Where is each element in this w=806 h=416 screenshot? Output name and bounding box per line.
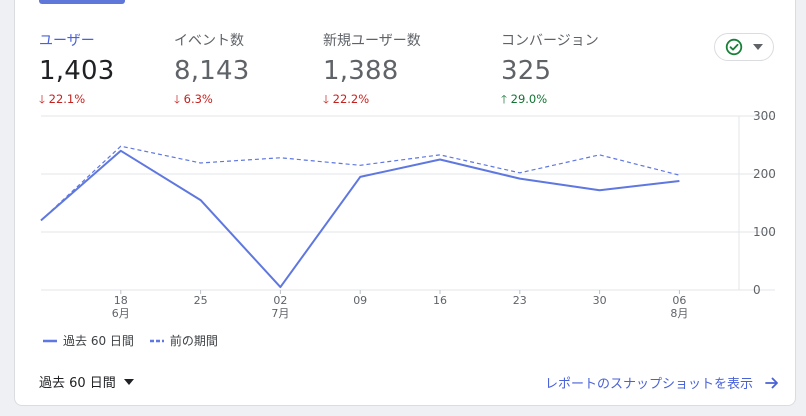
x-month-label: 7月 xyxy=(271,307,289,320)
legend-item-current: 過去 60 日間 xyxy=(43,332,134,349)
date-range-dropdown[interactable]: 過去 60 日間 xyxy=(39,372,134,391)
compare-toggle-button[interactable] xyxy=(714,33,774,61)
x-tick-label: 30 xyxy=(593,294,607,307)
metric-tab-conversions[interactable]: コンバージョン 325 🡑 29.0% xyxy=(501,30,599,111)
snapshot-link-label: レポートのスナップショットを表示 xyxy=(544,377,753,392)
metric-tab-users[interactable]: ユーザー 1,403 🡓 22.1% xyxy=(39,30,114,111)
arrow-down-icon: 🡓 xyxy=(39,92,45,106)
arrow-right-icon xyxy=(765,377,778,388)
metric-label: 新規ユーザー数 xyxy=(323,33,421,49)
metric-tab-events[interactable]: イベント数 8,143 🡓 6.3% xyxy=(174,30,249,111)
metric-delta: 🡓 6.3% xyxy=(174,92,213,106)
y-tick-label: 0 xyxy=(753,283,761,297)
metric-tab-new-users[interactable]: 新規ユーザー数 1,388 🡓 22.2% xyxy=(323,30,421,111)
caret-down-icon xyxy=(123,378,134,385)
overview-card: ユーザー 1,403 🡓 22.1% イベント数 8,143 🡓 6.3% 新規… xyxy=(14,0,796,406)
x-month-label: 6月 xyxy=(112,307,130,320)
arrow-down-icon: 🡓 xyxy=(323,92,329,106)
x-tick-label: 02 xyxy=(273,294,287,307)
x-tick-label: 23 xyxy=(513,294,527,307)
view-snapshot-link[interactable]: レポートのスナップショットを表示 xyxy=(545,373,779,392)
solid-line-swatch xyxy=(43,339,57,342)
metric-label: ユーザー xyxy=(39,33,95,49)
metric-delta: 🡓 22.2% xyxy=(323,92,370,106)
metric-delta: 🡑 29.0% xyxy=(501,92,548,106)
metric-label: コンバージョン xyxy=(501,33,599,49)
x-tick-label: 06 xyxy=(672,294,686,307)
x-tick-label: 09 xyxy=(353,294,367,307)
y-tick-label: 200 xyxy=(753,167,776,181)
y-tick-label: 100 xyxy=(753,225,776,239)
metric-label: イベント数 xyxy=(174,33,244,49)
series-line-last-60-days xyxy=(40,149,680,289)
x-tick-label: 16 xyxy=(433,294,447,307)
metric-value: 8,143 xyxy=(174,56,250,86)
metric-value: 1,388 xyxy=(323,56,399,86)
y-tick-label: 300 xyxy=(753,109,776,123)
x-tick-label: 25 xyxy=(194,294,208,307)
legend-item-previous: 前の期間 xyxy=(149,332,218,349)
dashed-line-swatch xyxy=(149,339,164,342)
caret-down-icon xyxy=(753,44,763,50)
arrow-up-icon: 🡑 xyxy=(501,92,507,106)
check-circle-icon xyxy=(725,38,743,56)
x-tick-label: 18 xyxy=(114,294,128,307)
x-month-label: 8月 xyxy=(670,307,688,320)
series-line-previous-period xyxy=(40,145,680,221)
active-tab-indicator xyxy=(39,0,125,4)
metric-value: 1,403 xyxy=(39,56,115,86)
metric-delta: 🡓 22.1% xyxy=(39,92,86,106)
chart-legend: 過去 60 日間 前の期間 xyxy=(43,332,218,349)
metric-value: 325 xyxy=(501,56,552,86)
arrow-down-icon: 🡓 xyxy=(174,92,180,106)
date-range-label: 過去 60 日間 xyxy=(39,376,116,391)
